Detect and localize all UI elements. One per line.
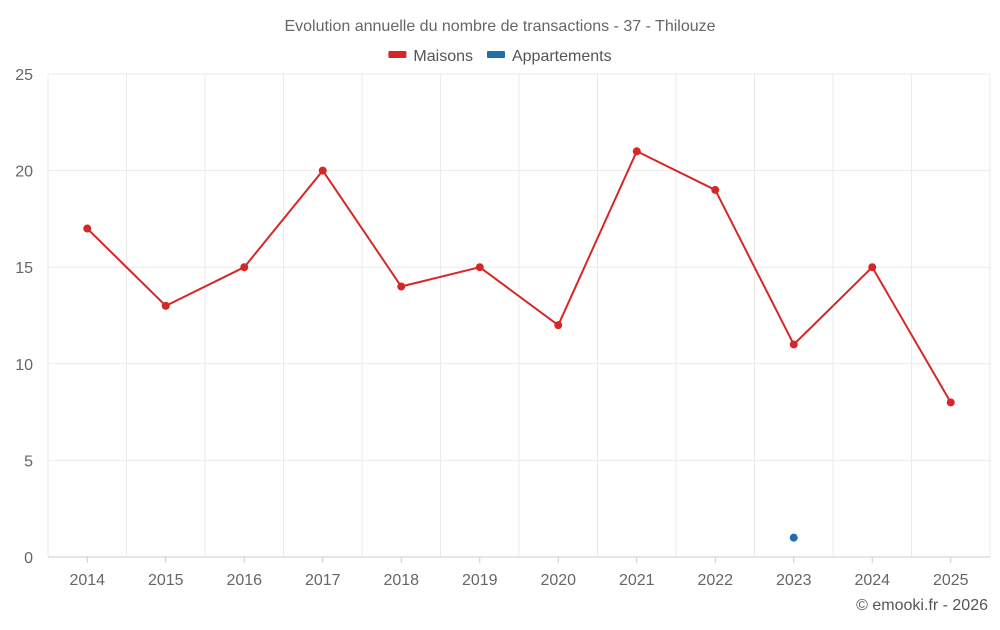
data-point-maisons[interactable] <box>554 321 563 330</box>
data-point-maisons[interactable] <box>161 301 170 310</box>
x-tick-label: 2025 <box>933 572 969 589</box>
data-point-maisons[interactable] <box>868 263 877 272</box>
series-maisons <box>83 147 955 407</box>
legend[interactable]: Maisons Appartements <box>388 48 612 65</box>
x-tick-label: 2015 <box>148 572 184 589</box>
legend-label-appartements: Appartements <box>512 48 612 65</box>
legend-item-maisons[interactable]: Maisons <box>388 48 473 65</box>
legend-label-maisons: Maisons <box>413 48 473 65</box>
data-point-maisons[interactable] <box>632 147 641 156</box>
data-point-maisons[interactable] <box>711 185 720 194</box>
y-tick-label: 25 <box>15 67 33 84</box>
legend-swatch-appartements <box>486 51 505 58</box>
x-tick-label: 2020 <box>540 572 576 589</box>
y-tick-label: 5 <box>24 453 33 470</box>
x-tick-label: 2014 <box>69 572 105 589</box>
legend-swatch-maisons <box>388 51 407 58</box>
y-tick-label: 10 <box>15 357 33 374</box>
data-point-appartements[interactable] <box>789 533 798 542</box>
data-point-maisons[interactable] <box>475 263 484 272</box>
x-tick-label: 2022 <box>697 572 733 589</box>
data-point-maisons[interactable] <box>397 282 406 291</box>
legend-item-appartements[interactable]: Appartements <box>486 48 612 65</box>
data-point-maisons[interactable] <box>318 166 327 175</box>
series-line-maisons <box>86 150 952 403</box>
data-point-maisons[interactable] <box>240 263 249 272</box>
x-tick-label: 2018 <box>383 572 419 589</box>
y-tick-label: 0 <box>24 550 33 567</box>
credit-text: © emooki.fr - 2026 <box>856 597 988 614</box>
data-point-maisons[interactable] <box>789 340 798 349</box>
y-tick-label: 15 <box>15 260 33 277</box>
data-point-maisons[interactable] <box>946 398 955 407</box>
y-tick-label: 20 <box>15 164 33 181</box>
x-axis: 2014 2015 2016 2017 2018 2019 2020 2021 2022 2023… <box>69 557 969 589</box>
x-tick-label: 2016 <box>226 572 262 589</box>
x-tick-label: 2024 <box>854 572 890 589</box>
y-axis: 0 5 10 15 20 25 <box>15 67 33 567</box>
series-layer <box>83 147 955 542</box>
series-appartements <box>789 533 798 542</box>
x-tick-label: 2017 <box>305 572 341 589</box>
chart-title: Evolution annuelle du nombre de transact… <box>284 18 715 35</box>
x-tick-label: 2021 <box>619 572 655 589</box>
grid-lines <box>47 73 991 558</box>
x-tick-label: 2023 <box>776 572 812 589</box>
data-point-maisons[interactable] <box>83 224 92 233</box>
x-tick-label: 2019 <box>462 572 498 589</box>
